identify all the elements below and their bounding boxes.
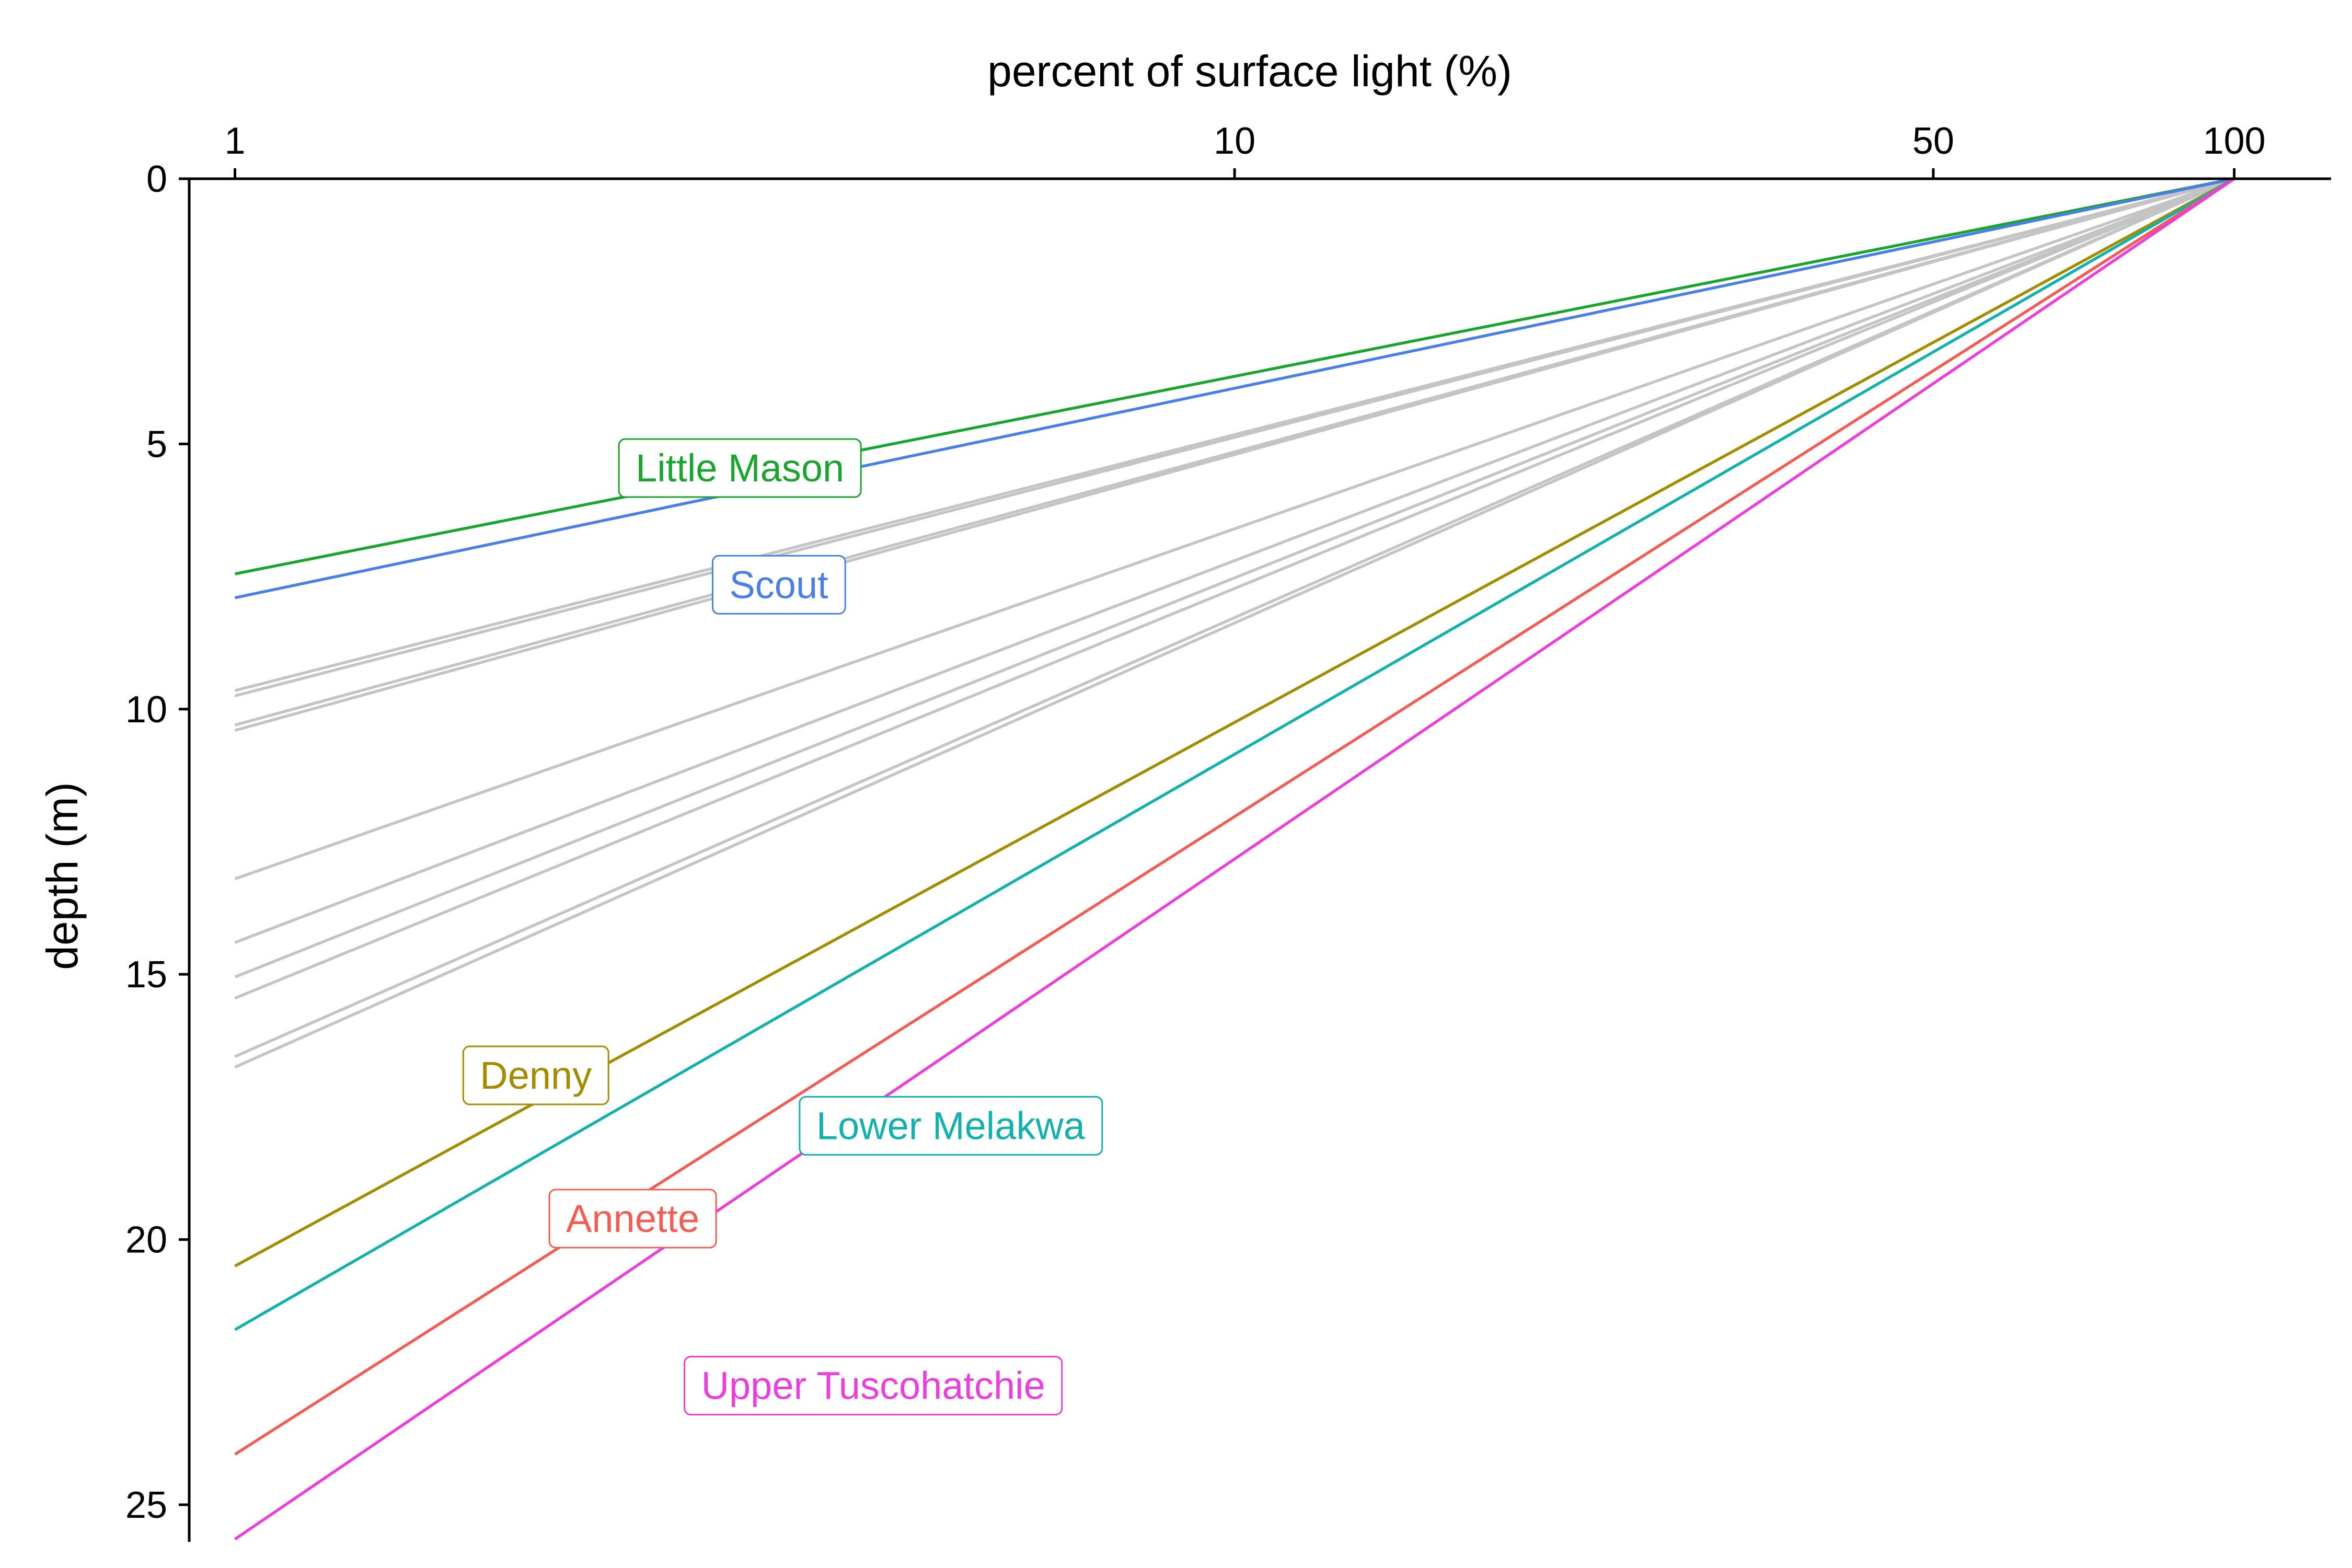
axes: 1 10 50 100 0 5 10 15 20 25 percent of surface l… xyxy=(38,47,2331,1542)
series-line-background xyxy=(234,177,2235,881)
series-label-box xyxy=(684,1356,1063,1416)
series-label-text: Annette xyxy=(566,1197,699,1240)
series-label-lower-melakwa: Lower Melakwa xyxy=(799,1096,1103,1156)
series-line-upper-tuscohatchie xyxy=(234,177,2235,1541)
series-line-little-mason xyxy=(234,177,2235,575)
y-tick-label: 0 xyxy=(146,158,167,200)
series-label-text: Upper Tuscohatchie xyxy=(701,1364,1045,1408)
series-line-lower-melakwa xyxy=(234,177,2235,1331)
series-line-background xyxy=(234,177,2235,978)
series-line-annette xyxy=(234,177,2235,1456)
series-line-scout xyxy=(234,177,2235,599)
series-label-little-mason: Little Mason xyxy=(618,438,862,498)
x-axis-ticks: 1 10 50 100 xyxy=(224,120,2266,179)
series-label-box xyxy=(711,555,846,615)
highlighted-series-layer xyxy=(234,177,2235,1541)
series-label-denny: Denny xyxy=(462,1045,609,1105)
background-series-layer xyxy=(234,177,2235,1069)
x-axis-title: percent of surface light (%) xyxy=(987,47,1512,96)
y-tick-label: 10 xyxy=(125,689,167,731)
series-label-upper-tuscohatchie: Upper Tuscohatchie xyxy=(684,1356,1063,1416)
series-label-box xyxy=(548,1189,717,1249)
series-line-background xyxy=(234,177,2235,698)
series-label-annette: Annette xyxy=(548,1189,717,1249)
y-tick-label: 15 xyxy=(125,954,167,996)
series-label-scout: Scout xyxy=(711,555,846,615)
series-label-box xyxy=(462,1045,609,1105)
x-tick-label: 100 xyxy=(2203,120,2266,162)
series-labels: Little Mason Scout Denny Lower Melakwa Annet… xyxy=(462,438,1103,1416)
series-label-box xyxy=(618,438,862,498)
x-tick-label: 50 xyxy=(1912,120,1954,162)
series-label-box xyxy=(799,1096,1103,1156)
series-label-text: Little Mason xyxy=(636,446,844,490)
y-axis-ticks: 0 5 10 15 20 25 xyxy=(125,158,189,1526)
series-line-background xyxy=(234,177,2235,732)
series-line-background xyxy=(234,177,2235,1000)
y-axis-title: depth (m) xyxy=(38,782,87,970)
y-tick-label: 5 xyxy=(146,423,167,465)
x-tick-label: 10 xyxy=(1214,120,1255,162)
series-label-text: Scout xyxy=(729,563,828,606)
series-line-background xyxy=(234,177,2235,944)
y-tick-label: 20 xyxy=(125,1219,167,1261)
series-line-background xyxy=(234,177,2235,1069)
x-tick-label: 1 xyxy=(224,120,245,162)
series-line-background xyxy=(234,177,2235,1058)
y-tick-label: 25 xyxy=(125,1484,167,1526)
series-label-text: Lower Melakwa xyxy=(816,1104,1086,1147)
series-label-text: Denny xyxy=(480,1054,592,1097)
